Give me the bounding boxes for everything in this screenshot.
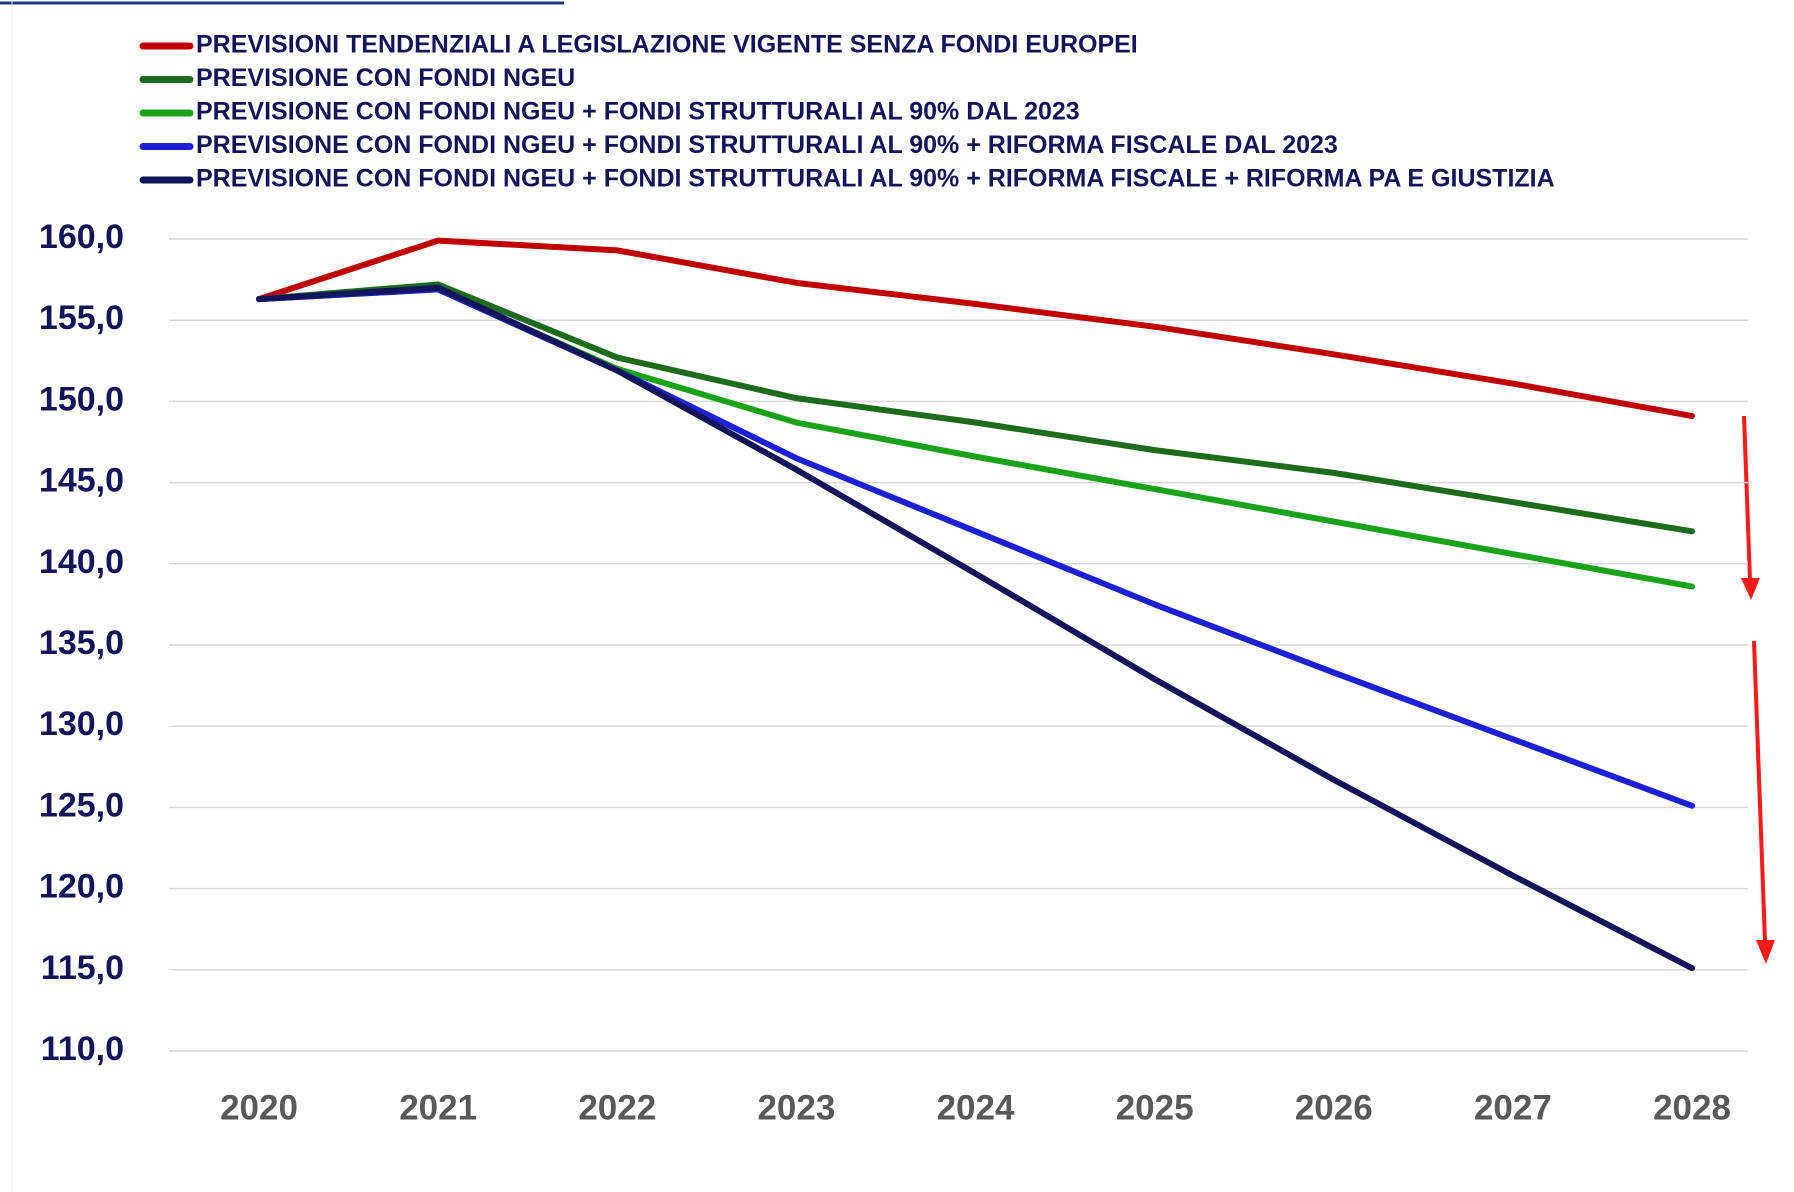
- arrow-head: [1741, 578, 1760, 600]
- arrow: [1752, 640, 1767, 943]
- x-tick-label: 2021: [399, 1088, 477, 1127]
- y-tick-label: 160,0: [39, 218, 124, 256]
- series-line: [256, 281, 1695, 535]
- y-tick-label: 125,0: [39, 786, 124, 824]
- x-tick-label: 2026: [1295, 1088, 1373, 1127]
- x-tick-label: 2020: [220, 1088, 298, 1127]
- x-tick-label: 2024: [937, 1088, 1015, 1127]
- x-tick-label: 2028: [1653, 1088, 1731, 1127]
- legend-label: PREVISIONE CON FONDI NGEU: [196, 64, 575, 92]
- y-tick-label: 120,0: [39, 868, 124, 906]
- arrow-head: [1756, 940, 1775, 964]
- series-line: [256, 284, 1695, 972]
- y-tick-label: 135,0: [39, 624, 124, 662]
- x-tick-label: 2025: [1116, 1088, 1194, 1127]
- y-tick-label: 115,0: [41, 949, 124, 987]
- y-tick-label: 155,0: [39, 299, 124, 337]
- y-tick-label: 145,0: [39, 462, 124, 500]
- y-tick-label: 110,0: [41, 1030, 124, 1068]
- arrow: [1742, 415, 1752, 581]
- series-line: [256, 237, 1695, 420]
- legend-label: PREVISIONE CON FONDI NGEU + FONDI STRUTT…: [196, 98, 1080, 126]
- series-line: [256, 286, 1695, 590]
- legend-label: PREVISIONE CON FONDI NGEU + FONDI STRUTT…: [196, 165, 1555, 193]
- x-tick-label: 2022: [578, 1088, 656, 1127]
- arrows: [1741, 415, 1775, 964]
- y-tick-label: 130,0: [39, 705, 124, 743]
- legend-label: PREVISIONI TENDENZIALI A LEGISLAZIONE VI…: [196, 31, 1138, 59]
- y-tick-label: 140,0: [39, 543, 124, 581]
- x-tick-label: 2023: [757, 1088, 835, 1127]
- y-tick-label: 150,0: [39, 380, 124, 418]
- x-tick-label: 2027: [1474, 1088, 1552, 1127]
- legend-label: PREVISIONE CON FONDI NGEU + FONDI STRUTT…: [196, 131, 1338, 159]
